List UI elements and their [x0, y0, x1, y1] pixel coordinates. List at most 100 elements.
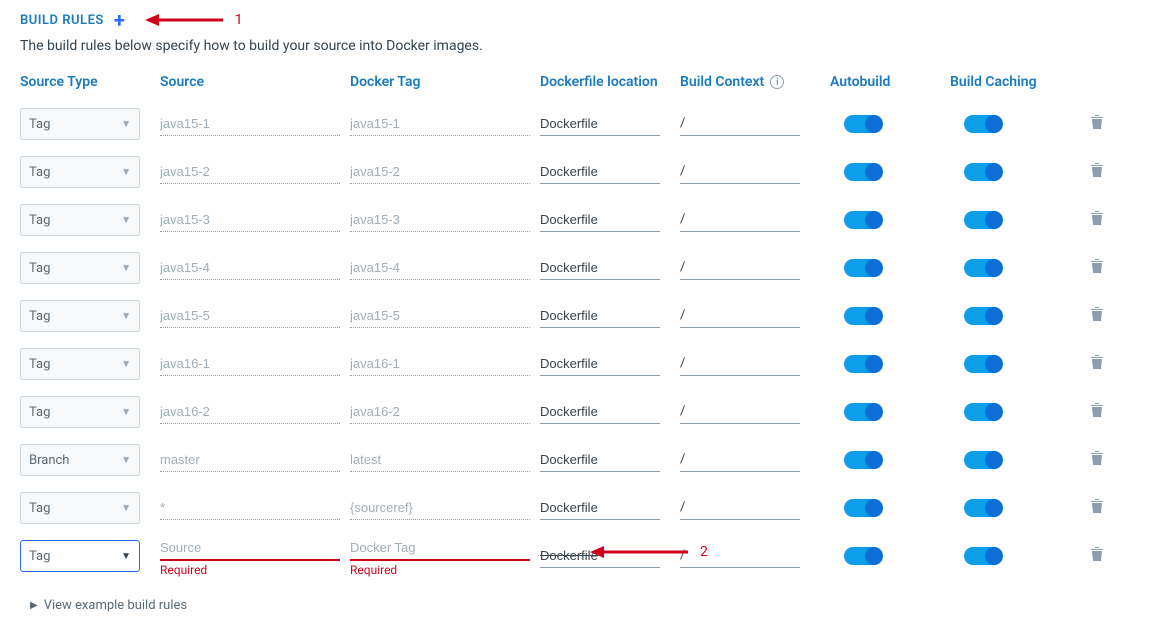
build-context-value[interactable]: /	[680, 256, 800, 280]
dockerfile-location-input[interactable]	[540, 112, 660, 136]
add-rule-button[interactable]: +	[114, 10, 125, 30]
autobuild-toggle[interactable]	[844, 163, 882, 181]
autobuild-toggle[interactable]	[844, 403, 882, 421]
build-context-value[interactable]: /	[680, 496, 800, 520]
dockerfile-location-input[interactable]	[540, 160, 660, 184]
col-header-build-caching: Build Caching	[950, 74, 1090, 90]
chevron-down-icon: ▼	[121, 455, 131, 466]
build-context-value[interactable]: /	[680, 448, 800, 472]
build-context-value[interactable]: /	[680, 112, 800, 136]
autobuild-toggle[interactable]	[844, 355, 882, 373]
source-type-select[interactable]: Tag ▼	[20, 540, 140, 572]
annotation-arrow-2: 2	[590, 544, 708, 560]
build-caching-toggle[interactable]	[964, 499, 1002, 517]
source-input[interactable]	[160, 304, 340, 328]
col-header-source: Source	[160, 74, 350, 90]
col-header-dockerfile-location: Dockerfile location	[540, 74, 680, 90]
autobuild-toggle[interactable]	[844, 547, 882, 565]
source-type-select[interactable]: Tag▼	[20, 156, 140, 188]
autobuild-toggle[interactable]	[844, 115, 882, 133]
build-context-value[interactable]: /	[680, 352, 800, 376]
source-input[interactable]	[160, 352, 340, 376]
info-icon[interactable]: i	[770, 75, 784, 89]
dockerfile-location-input[interactable]	[540, 256, 660, 280]
build-context-value[interactable]: /	[680, 208, 800, 232]
delete-icon[interactable]	[1090, 358, 1104, 374]
table-row: Tag▼ /	[20, 244, 1151, 292]
table-row: Tag▼ /	[20, 292, 1151, 340]
build-caching-toggle[interactable]	[964, 403, 1002, 421]
docker-tag-input[interactable]	[350, 448, 530, 472]
delete-icon[interactable]	[1090, 406, 1104, 422]
source-type-select[interactable]: Tag▼	[20, 492, 140, 524]
autobuild-toggle[interactable]	[844, 499, 882, 517]
build-caching-toggle[interactable]	[964, 163, 1002, 181]
docker-tag-input[interactable]	[350, 304, 530, 328]
source-input[interactable]	[160, 400, 340, 424]
docker-tag-input[interactable]	[350, 208, 530, 232]
build-context-value[interactable]: /	[680, 160, 800, 184]
source-input[interactable]	[160, 256, 340, 280]
dockerfile-location-input[interactable]	[540, 208, 660, 232]
delete-icon[interactable]	[1090, 310, 1104, 326]
docker-tag-input[interactable]	[350, 496, 530, 520]
autobuild-toggle[interactable]	[844, 307, 882, 325]
chevron-down-icon: ▼	[121, 167, 131, 178]
table-row-new: Tag ▼ Required Required /	[20, 532, 1151, 580]
docker-tag-input[interactable]	[350, 256, 530, 280]
source-type-select[interactable]: Tag▼	[20, 396, 140, 428]
chevron-down-icon: ▼	[121, 263, 131, 274]
build-rules-table: Source Type Source Docker Tag Dockerfile…	[20, 74, 1151, 580]
autobuild-toggle[interactable]	[844, 451, 882, 469]
chevron-down-icon: ▼	[121, 503, 131, 514]
docker-tag-input[interactable]	[350, 160, 530, 184]
source-type-select[interactable]: Tag▼	[20, 348, 140, 380]
delete-icon[interactable]	[1090, 262, 1104, 278]
dockerfile-location-input[interactable]	[540, 304, 660, 328]
col-header-source-type: Source Type	[20, 74, 160, 90]
required-label: Required	[350, 563, 540, 577]
triangle-right-icon: ▶	[30, 600, 38, 611]
annotation-2-label: 2	[700, 544, 708, 560]
build-context-value[interactable]: /	[680, 304, 800, 328]
delete-icon[interactable]	[1090, 550, 1104, 566]
dockerfile-location-input[interactable]	[540, 496, 660, 520]
source-input[interactable]	[160, 112, 340, 136]
build-context-value[interactable]: /	[680, 400, 800, 424]
source-input[interactable]	[160, 536, 340, 561]
delete-icon[interactable]	[1090, 214, 1104, 230]
build-caching-toggle[interactable]	[964, 307, 1002, 325]
build-caching-toggle[interactable]	[964, 115, 1002, 133]
source-input[interactable]	[160, 496, 340, 520]
section-title: BUILD RULES	[20, 13, 104, 28]
source-type-select[interactable]: Tag▼	[20, 204, 140, 236]
view-example-rules-link[interactable]: ▶ View example build rules	[30, 598, 1151, 613]
delete-icon[interactable]	[1090, 502, 1104, 518]
build-caching-toggle[interactable]	[964, 451, 1002, 469]
table-row: Tag▼ /	[20, 148, 1151, 196]
table-row: Tag▼ /	[20, 196, 1151, 244]
source-input[interactable]	[160, 208, 340, 232]
source-input[interactable]	[160, 160, 340, 184]
docker-tag-input[interactable]	[350, 536, 530, 561]
source-type-select[interactable]: Tag▼	[20, 108, 140, 140]
docker-tag-input[interactable]	[350, 352, 530, 376]
docker-tag-input[interactable]	[350, 112, 530, 136]
dockerfile-location-input[interactable]	[540, 400, 660, 424]
docker-tag-input[interactable]	[350, 400, 530, 424]
dockerfile-location-input[interactable]	[540, 448, 660, 472]
source-type-select[interactable]: Branch▼	[20, 444, 140, 476]
delete-icon[interactable]	[1090, 118, 1104, 134]
build-caching-toggle[interactable]	[964, 259, 1002, 277]
source-type-select[interactable]: Tag▼	[20, 300, 140, 332]
build-caching-toggle[interactable]	[964, 355, 1002, 373]
delete-icon[interactable]	[1090, 166, 1104, 182]
source-input[interactable]	[160, 448, 340, 472]
dockerfile-location-input[interactable]	[540, 352, 660, 376]
autobuild-toggle[interactable]	[844, 259, 882, 277]
build-caching-toggle[interactable]	[964, 547, 1002, 565]
autobuild-toggle[interactable]	[844, 211, 882, 229]
source-type-select[interactable]: Tag▼	[20, 252, 140, 284]
delete-icon[interactable]	[1090, 454, 1104, 470]
build-caching-toggle[interactable]	[964, 211, 1002, 229]
